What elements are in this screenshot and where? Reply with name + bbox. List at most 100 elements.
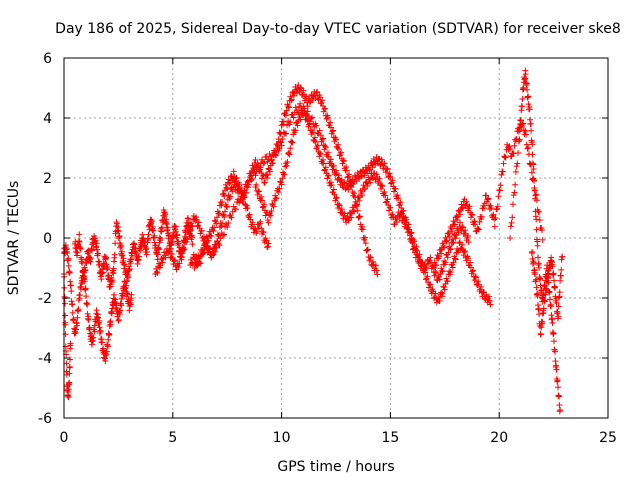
data-point [362,240,369,247]
data-point [459,223,466,230]
data-point [340,179,347,186]
data-point [269,160,276,167]
data-point [374,271,381,278]
data-point [531,187,538,194]
data-point [195,222,202,229]
data-point [438,267,445,274]
data-point [104,265,111,272]
data-point [256,166,263,173]
data-point [383,165,390,172]
data-point [208,252,215,259]
data-point [261,159,268,166]
data-point [91,328,98,335]
data-point [354,207,361,214]
data-point [192,217,199,224]
data-point [151,232,158,239]
data-point [510,150,517,157]
data-point [96,261,103,268]
data-point [313,122,320,129]
data-point [221,213,228,220]
data-point [529,141,536,148]
series-arc-9 [507,67,564,415]
data-point [162,211,169,218]
data-point [303,116,310,123]
data-point [343,163,350,170]
data-point [454,217,461,224]
data-point [259,228,266,235]
data-point [486,293,493,300]
data-point [333,167,339,174]
data-point [258,193,265,200]
data-point [289,139,296,146]
data-point [76,231,83,238]
data-point [189,234,196,241]
data-point [336,152,343,159]
data-point [327,182,334,189]
data-point [195,219,202,226]
data-point [287,119,294,126]
data-point [364,246,371,253]
data-point [554,309,561,316]
data-point [67,282,74,289]
data-point [285,103,292,110]
data-point [319,97,326,104]
data-point [441,258,448,265]
data-point [351,190,358,197]
data-point [246,211,253,218]
data-point [457,219,464,226]
data-point [555,313,562,320]
data-point [486,297,493,304]
data-point [171,258,178,265]
y-tick-label: -2 [38,291,52,307]
data-point [475,226,482,233]
data-point [537,331,544,338]
data-point [513,163,520,170]
data-point [276,185,283,192]
data-point [516,127,523,134]
data-point [325,172,332,179]
data-point [340,157,347,164]
data-point [506,143,513,150]
data-point [222,208,229,215]
data-point [264,175,271,182]
data-point [319,156,326,163]
data-point [533,216,540,223]
data-point [525,93,532,100]
y-tick-label: 4 [43,111,52,127]
data-point [127,301,134,308]
data-point [66,356,73,363]
data-point [437,247,444,254]
data-point [519,96,526,103]
data-point [438,289,445,296]
data-point [333,194,340,201]
data-point [252,172,259,179]
data-point [538,324,545,331]
data-point [546,296,553,303]
series-arc-7 [252,107,472,284]
data-point [324,153,331,160]
data-point [283,107,290,114]
data-point [523,80,530,87]
data-point [381,188,388,195]
data-point [66,370,73,377]
data-point [146,226,153,233]
data-point [104,343,111,350]
data-point [550,277,557,284]
data-point [508,219,515,226]
data-point [366,257,373,264]
data-point [539,318,546,325]
data-point [435,273,442,280]
data-point [422,261,429,268]
data-point [469,211,476,218]
data-point [439,290,446,297]
data-point [362,234,369,241]
data-point [488,204,495,211]
data-point [436,276,443,283]
chart-title: Day 186 of 2025, Sidereal Day-to-day VTE… [55,21,621,37]
data-point [400,213,407,220]
data-point [297,116,304,123]
data-point [534,242,541,249]
data-point [554,384,561,391]
data-point [509,201,516,208]
data-point [103,348,110,355]
